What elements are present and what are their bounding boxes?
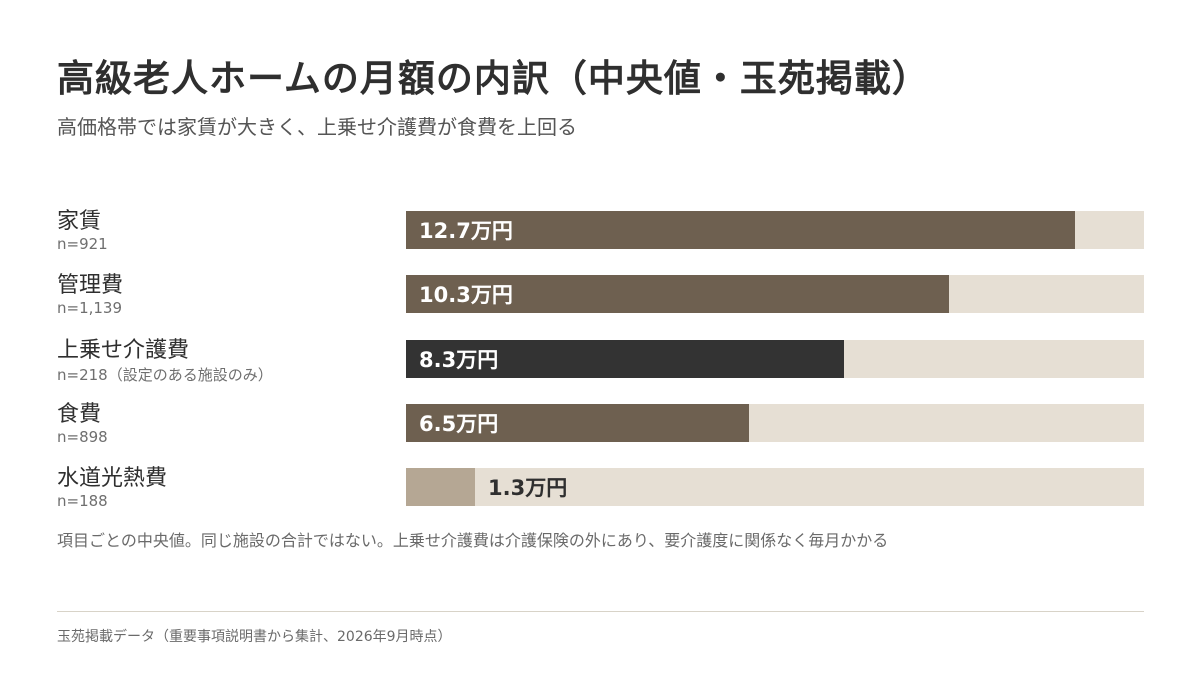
chart-title: 高級老人ホームの月額の内訳（中央値・玉苑掲載） — [57, 56, 930, 100]
bar — [406, 403, 749, 442]
bar-row: 管理費 n=1,139 10.3万円 — [57, 267, 1144, 323]
bar-row: 上乗せ介護費 n=218（設定のある施設のみ） 8.3万円 — [57, 332, 1144, 388]
sample-size-label: n=1,139 — [57, 299, 123, 318]
category-label: 上乗せ介護費 — [57, 337, 190, 363]
value-label: 1.3万円 — [488, 476, 568, 501]
value-label: 12.7万円 — [419, 219, 513, 243]
bar — [406, 339, 844, 378]
bar-track: 8.3万円 — [406, 339, 1144, 378]
bar — [406, 275, 949, 314]
bar-track: 10.3万円 — [406, 275, 1144, 314]
bar-row: 水道光熱費 n=188 1.3万円 — [57, 460, 1144, 516]
sample-size-label: n=921 — [57, 235, 108, 253]
footnote: 項目ごとの中央値。同じ施設の合計ではない。上乗せ介護費は介護保険の外にあり、要介… — [57, 531, 889, 550]
sample-size-label: n=898 — [57, 427, 108, 446]
category-label: 水道光熱費 — [57, 466, 168, 492]
category-label: 家賃 — [57, 209, 102, 234]
category-label: 食費 — [57, 401, 102, 427]
sample-size-label: n=218（設定のある施設のみ） — [57, 365, 273, 384]
bar — [406, 211, 1075, 249]
sample-size-label: n=188 — [57, 492, 108, 511]
bar-track: 1.3万円 — [406, 468, 1144, 507]
chart-subtitle: 高価格帯では家賃が大きく、上乗せ介護費が食費を上回る — [57, 115, 577, 139]
source-note: 玉苑掲載データ（重要事項説明書から集計、2026年9月時点） — [57, 629, 452, 645]
value-label: 10.3万円 — [419, 283, 513, 308]
bar — [406, 468, 475, 507]
value-label: 6.5万円 — [419, 411, 499, 436]
value-label: 8.3万円 — [419, 347, 499, 372]
bar-row: 食費 n=898 6.5万円 — [57, 396, 1144, 452]
divider — [57, 611, 1144, 612]
category-label: 管理費 — [57, 273, 124, 299]
bar-row: 家賃 n=921 12.7万円 — [57, 203, 1144, 259]
bar-track: 12.7万円 — [406, 211, 1144, 249]
bar-track: 6.5万円 — [406, 403, 1144, 442]
